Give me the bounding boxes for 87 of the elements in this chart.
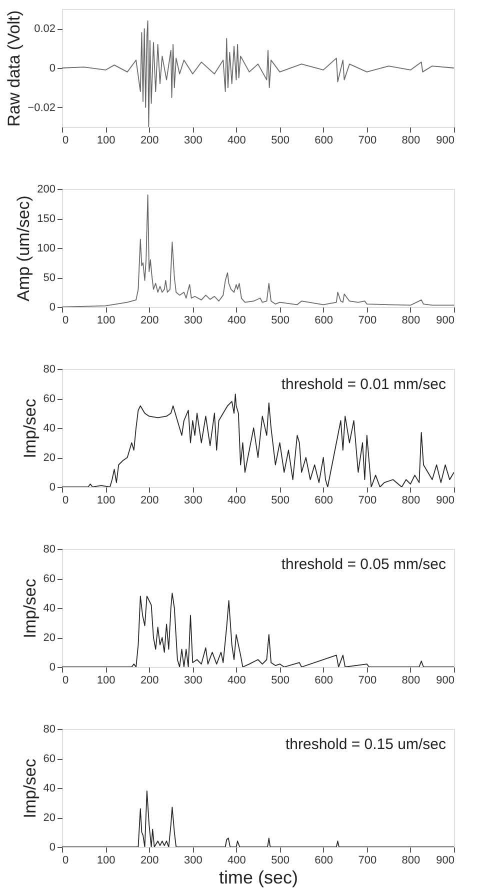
- x-tick-label: 100: [96, 134, 116, 146]
- x-tick-label: 300: [184, 494, 202, 506]
- x-tick-label: 200: [140, 494, 159, 506]
- y-tick-label: 200: [37, 184, 56, 196]
- x-tick-label: 800: [402, 854, 420, 866]
- x-tick-label: 700: [358, 134, 377, 146]
- x-tick-label: 500: [271, 134, 290, 146]
- y-tick-label: 40: [43, 422, 56, 434]
- x-tick-label: 900: [436, 494, 454, 506]
- y-tick-label: 0: [49, 302, 56, 314]
- x-tick-label: 700: [358, 674, 377, 686]
- x-tick-label: 700: [358, 314, 377, 326]
- x-tick-label: 600: [314, 854, 334, 866]
- x-tick-label: 500: [271, 674, 290, 686]
- x-tick-label: 100: [96, 314, 116, 326]
- y-tick-label: 40: [43, 602, 56, 614]
- y-tick-label: 80: [43, 364, 56, 376]
- x-tick-label: 400: [228, 134, 246, 146]
- y-tick-label: 20: [43, 452, 56, 464]
- y-tick-label: 0: [49, 482, 56, 494]
- x-tick-label: 100: [96, 494, 116, 506]
- x-tick-label: 200: [140, 134, 159, 146]
- y-tick-label: 0: [49, 662, 56, 674]
- y-tick-label: 0.02: [34, 23, 56, 36]
- x-tick-label: 800: [402, 674, 420, 686]
- line-series: [62, 592, 454, 667]
- x-tick-label: 600: [314, 134, 334, 146]
- line-series: [62, 20, 454, 127]
- y-tick-label: 80: [43, 544, 56, 556]
- y-tick-label: 50: [43, 272, 56, 284]
- x-tick-label: 500: [271, 854, 290, 866]
- x-tick-label: 0: [62, 314, 69, 326]
- x-tick-label: 400: [228, 854, 246, 866]
- annotation: threshold = 0.15 um/sec: [285, 736, 446, 753]
- y-tick-label: 0: [49, 62, 56, 74]
- x-tick-label: 900: [436, 134, 454, 146]
- x-tick-label: 900: [436, 314, 454, 326]
- x-axis-title: time (sec): [218, 868, 298, 888]
- x-tick-label: 300: [184, 854, 202, 866]
- y-tick-label: 20: [43, 632, 56, 644]
- y-tick-label: 60: [43, 753, 56, 765]
- x-tick-label: 0: [62, 854, 69, 866]
- y-tick-label: 80: [43, 724, 56, 736]
- x-tick-label: 100: [96, 854, 116, 866]
- x-tick-label: 100: [96, 674, 116, 686]
- y-axis-title: Amp (um/sec): [14, 196, 34, 302]
- x-tick-label: 400: [228, 494, 246, 506]
- line-series: [62, 790, 454, 847]
- x-tick-label: 800: [402, 314, 420, 326]
- x-tick-label: 300: [184, 674, 202, 686]
- y-tick-label: 60: [43, 573, 56, 585]
- y-tick-label: 60: [43, 393, 56, 405]
- x-tick-label: 700: [358, 494, 377, 506]
- x-tick-label: 700: [358, 854, 377, 866]
- y-axis-title: Raw data (Volt): [4, 10, 24, 127]
- y-tick-label: 0: [49, 842, 56, 854]
- x-tick-label: 800: [402, 134, 420, 146]
- x-tick-label: 500: [271, 494, 290, 506]
- x-tick-label: 0: [62, 134, 69, 146]
- annotation: threshold = 0.05 mm/sec: [281, 556, 446, 573]
- x-tick-label: 500: [271, 314, 290, 326]
- x-tick-label: 200: [140, 674, 159, 686]
- x-tick-label: 200: [140, 854, 159, 866]
- x-tick-label: 0: [62, 674, 69, 686]
- x-tick-label: 600: [314, 494, 334, 506]
- x-tick-label: 600: [314, 314, 334, 326]
- x-tick-label: 300: [184, 314, 202, 326]
- y-axis-title: Imp/sec: [20, 398, 40, 458]
- line-series: [62, 194, 454, 307]
- x-tick-label: 900: [436, 674, 454, 686]
- y-tick-label: 40: [43, 782, 56, 794]
- annotation: threshold = 0.01 mm/sec: [281, 376, 446, 393]
- x-tick-label: 200: [140, 314, 159, 326]
- y-tick-label: 100: [37, 242, 56, 254]
- y-axis-title: Imp/sec: [20, 758, 40, 818]
- y-tick-label: −0.02: [28, 102, 56, 114]
- line-series: [62, 394, 454, 487]
- y-axis-title: Imp/sec: [20, 578, 40, 638]
- x-tick-label: 600: [314, 674, 334, 686]
- y-tick-label: 150: [37, 213, 56, 225]
- x-tick-label: 800: [402, 494, 420, 506]
- x-tick-label: 400: [228, 674, 246, 686]
- y-tick-label: 20: [43, 812, 56, 824]
- x-tick-label: 400: [228, 314, 246, 326]
- x-tick-label: 0: [62, 494, 69, 506]
- x-tick-label: 900: [436, 854, 454, 866]
- x-tick-label: 300: [184, 134, 202, 146]
